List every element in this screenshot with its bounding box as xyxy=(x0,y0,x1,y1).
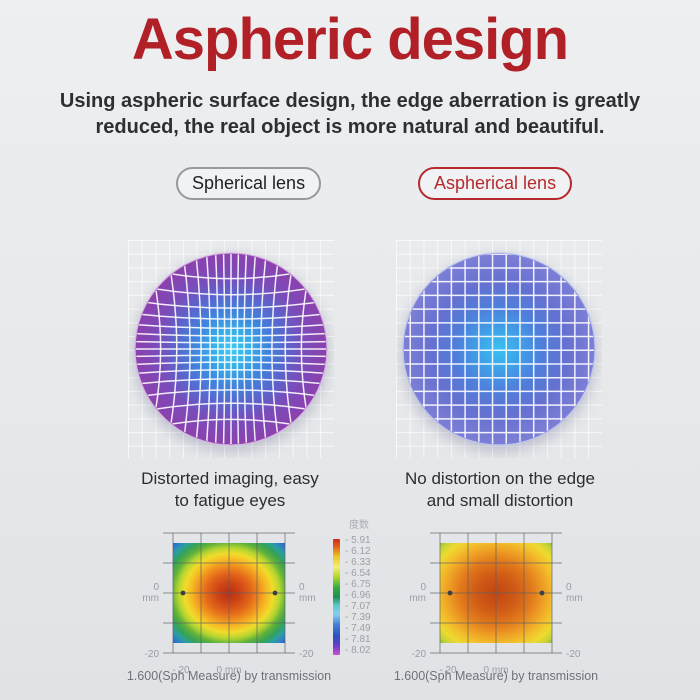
legend-tick-labels: - 5.91- 6.12- 6.33- 6.54- 6.75- 6.96- 7.… xyxy=(345,536,371,656)
svg-text:mm: mm xyxy=(409,593,426,604)
caption-line-1: No distortion on the edge xyxy=(405,469,595,488)
badge-aspherical-lens: Aspherical lens xyxy=(418,167,573,200)
right-heatmap-caption: 1.600(Sph Measure) by transmission xyxy=(393,669,599,683)
subtitle-line-2: reduced, the real object is more natural… xyxy=(95,116,605,138)
legend-tick-label: - 7.07 xyxy=(345,601,371,612)
svg-text:-20: -20 xyxy=(412,649,427,660)
caption-line-1: Distorted imaging, easy xyxy=(141,469,319,488)
subtitle-line-1: Using aspheric surface design, the edge … xyxy=(59,90,641,112)
legend-tick-label: - 7.81 xyxy=(345,634,371,645)
svg-text:0 mm: 0 mm xyxy=(484,665,509,676)
svg-text:0: 0 xyxy=(299,582,305,593)
svg-text:-20: -20 xyxy=(566,649,581,660)
aspherical-lens-caption: No distortion on the edge and small dist… xyxy=(375,468,625,513)
legend-colorbar xyxy=(333,539,340,655)
caption-line-2: to fatigue eyes xyxy=(174,491,286,511)
spherical-lens-distortion-diagram xyxy=(128,240,334,458)
legend-tick-label: - 6.33 xyxy=(345,557,371,568)
badge-spherical-lens: Spherical lens xyxy=(176,167,322,200)
svg-text:0: 0 xyxy=(566,582,572,593)
legend-tick-label: - 6.12 xyxy=(345,546,371,557)
page-title: Aspheric design xyxy=(131,7,569,72)
aspherical-lens-no-distortion-diagram xyxy=(396,240,602,458)
legend-tick-label: - 7.49 xyxy=(345,623,371,634)
legend-title: 度数 xyxy=(349,520,369,531)
page-subtitle: Using aspheric surface design, the edge … xyxy=(0,88,700,140)
legend-tick-label: - 5.91 xyxy=(345,535,371,546)
svg-text:mm: mm xyxy=(142,593,159,604)
svg-text:-20: -20 xyxy=(145,649,160,660)
spherical-lens-caption: Distorted imaging, easy to fatigue eyes xyxy=(105,468,355,513)
legend-tick-label: - 6.54 xyxy=(345,568,371,579)
caption-line-2: and small distortion xyxy=(426,491,574,511)
svg-text:- 20: - 20 xyxy=(172,665,190,676)
svg-text:mm: mm xyxy=(566,593,583,604)
svg-text:- 20: - 20 xyxy=(439,665,457,676)
svg-text:0 mm: 0 mm xyxy=(217,665,242,676)
svg-text:-20: -20 xyxy=(299,649,314,660)
power-legend: 度数 - 5.91- 6.12- 6.33- 6.54- 6.75- 6.96-… xyxy=(333,516,399,656)
legend-tick-label: - 7.39 xyxy=(345,612,371,623)
svg-text:0: 0 xyxy=(420,582,426,593)
legend-tick-label: - 6.96 xyxy=(345,590,371,601)
svg-text:0: 0 xyxy=(153,582,159,593)
left-heatmap-caption: 1.600(Sph Measure) by transmission xyxy=(126,669,332,683)
legend-tick-label: - 8.02 xyxy=(345,645,371,656)
svg-text:mm: mm xyxy=(299,593,316,604)
legend-tick-label: - 6.75 xyxy=(345,579,371,590)
